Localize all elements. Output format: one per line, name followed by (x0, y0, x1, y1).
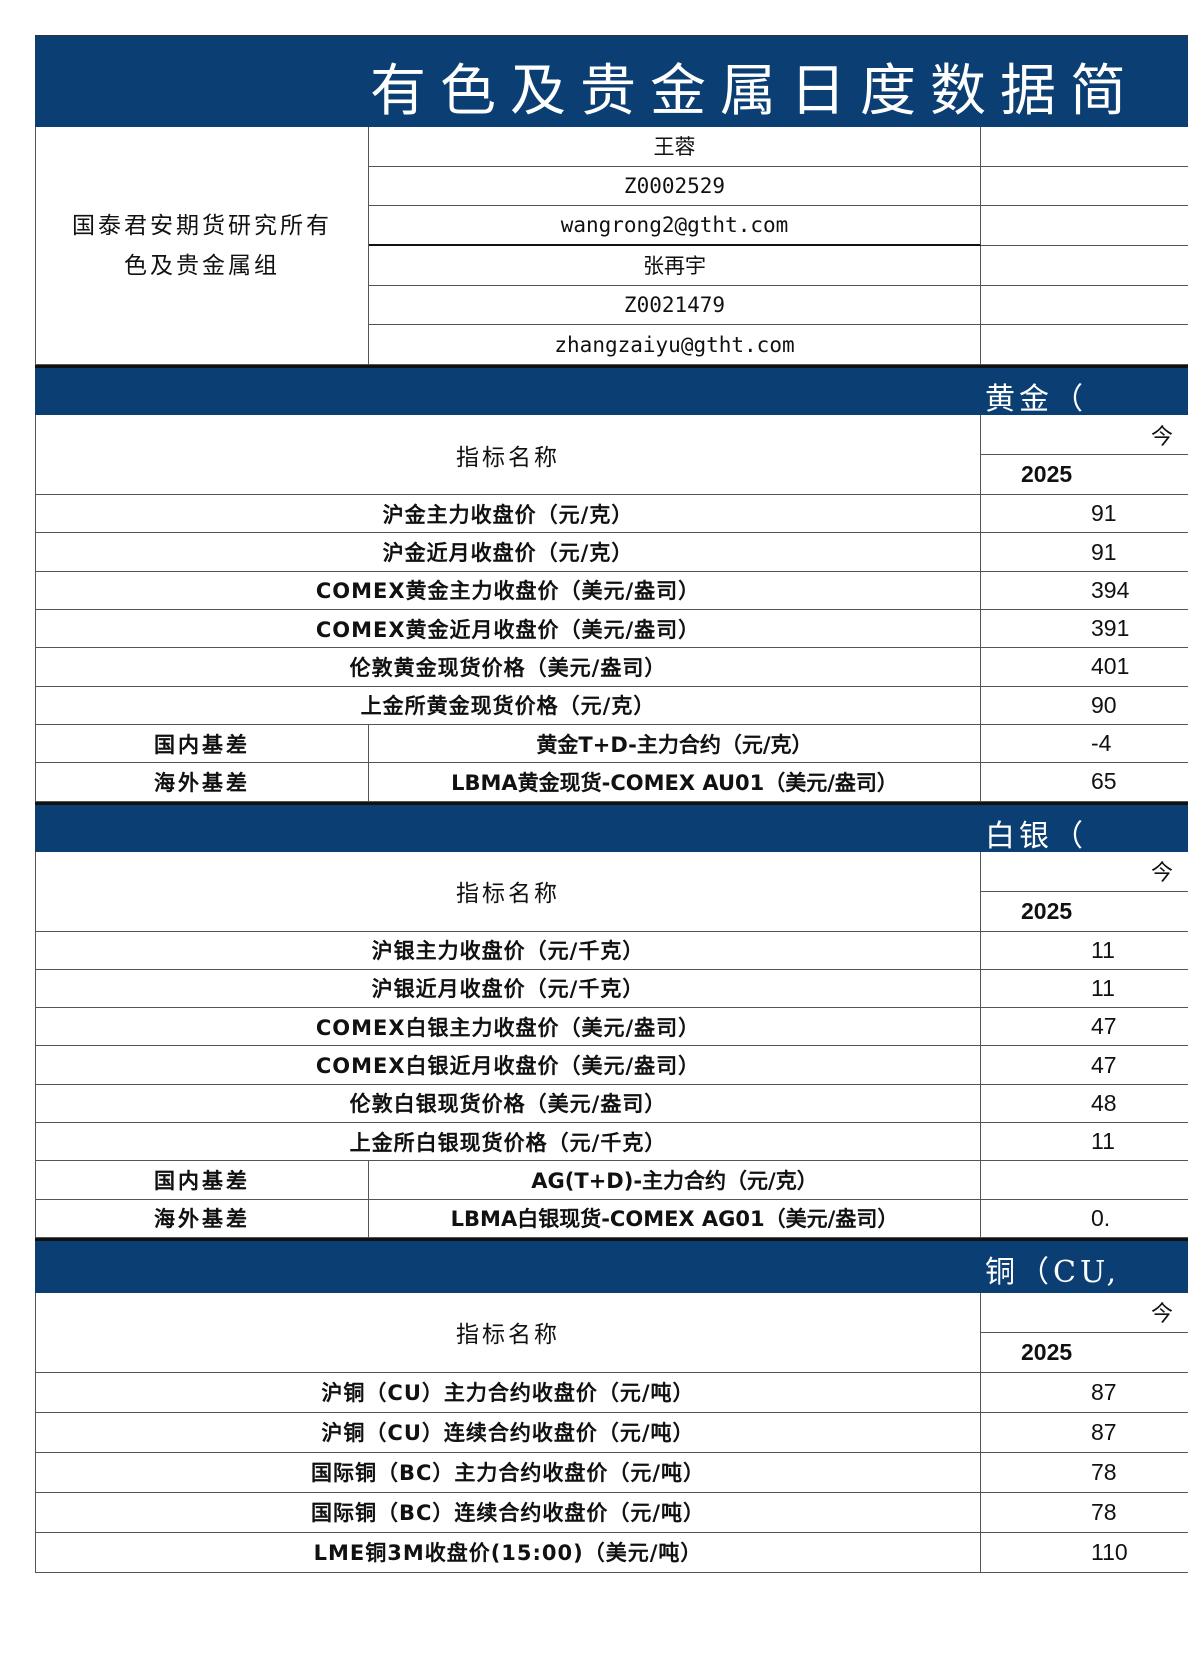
indicator-value: 11 (981, 1123, 1188, 1162)
date-header: 2025 (981, 892, 1188, 932)
indicator-value: 87 (981, 1373, 1188, 1413)
copper-header: 指标名称 今 2025 (35, 1292, 1188, 1373)
org-line-2: 色及贵金属组 (124, 252, 280, 279)
indicator-label: 上金所黄金现货价格（元/克） (36, 686, 981, 725)
org-name: 国泰君安期货研究所有 色及贵金属组 (36, 127, 369, 366)
indicator-label: LME铜3M收盘价(15:00)（美元/吨） (36, 1532, 981, 1573)
basis-group: 海外基差 (36, 763, 369, 802)
indicator-label: 沪银近月收盘价（元/千克） (36, 969, 981, 1009)
indicator-value: 87 (981, 1413, 1188, 1453)
indicator-value: 394 (981, 572, 1188, 611)
indicator-value: 391 (981, 610, 1188, 649)
indicator-label: 沪银主力收盘价（元/千克） (36, 931, 981, 970)
indicator-label: 上金所白银现货价格（元/千克） (36, 1122, 981, 1162)
indicator-label: COMEX白银主力收盘价（美元/盎司） (36, 1008, 981, 1047)
indicator-value: 78 (981, 1493, 1188, 1533)
indicator-label: 国际铜（BC）连续合约收盘价（元/吨） (36, 1492, 981, 1533)
indicator-label: COMEX黄金主力收盘价（美元/盎司） (36, 571, 981, 611)
indicator-value: 11 (981, 932, 1188, 970)
indicator-label: 沪铜（CU）连续合约收盘价（元/吨） (36, 1412, 981, 1453)
report-title-bar: 有色及贵金属日度数据简 (35, 35, 1188, 127)
analyst-email[interactable]: wangrong2@gtht.com (369, 206, 981, 247)
indicator-label: AG(T+D)-主力合约（元/克） (369, 1161, 981, 1200)
today-header: 今 (981, 415, 1188, 456)
gold-header: 指标名称 今 2025 (35, 415, 1188, 496)
indicator-label: 沪金主力收盘价（元/克） (36, 495, 981, 534)
indicator-value: 0. (981, 1200, 1188, 1238)
report-sheet: 有色及贵金属日度数据简 国泰君安期货研究所有 色及贵金属组 王蓉 Z000252… (35, 35, 1188, 1573)
indicator-name-header: 指标名称 (36, 415, 981, 496)
org-line-1: 国泰君安期货研究所有 (72, 212, 332, 239)
info-blank (981, 206, 1188, 247)
date-header: 2025 (981, 455, 1188, 496)
copper-table: 沪铜（CU）主力合约收盘价（元/吨） 87 沪铜（CU）连续合约收盘价（元/吨） 87… (35, 1372, 1188, 1573)
info-blank (981, 286, 1188, 326)
indicator-label: 黄金T+D-主力合约（元/克） (369, 724, 981, 764)
analyst-info-table: 国泰君安期货研究所有 色及贵金属组 王蓉 Z0002529 wangrong2@… (35, 127, 1188, 366)
info-blank (981, 246, 1188, 286)
basis-group: 海外基差 (36, 1199, 369, 1238)
today-header: 今 (981, 852, 1188, 892)
indicator-label: 沪铜（CU）主力合约收盘价（元/吨） (36, 1372, 981, 1413)
indicator-value: 47 (981, 1046, 1188, 1085)
today-header: 今 (981, 1293, 1188, 1333)
indicator-value: 11 (981, 970, 1188, 1009)
silver-table: 沪银主力收盘价（元/千克） 11 沪银近月收盘价（元/千克） 11 COMEX白银主力收… (35, 931, 1188, 1238)
indicator-value: 91 (981, 533, 1188, 572)
analyst-email[interactable]: zhangzaiyu@gtht.com (369, 325, 981, 366)
indicator-label: 沪金近月收盘价（元/克） (36, 533, 981, 572)
silver-section-bar: 白银（ (35, 801, 1188, 854)
copper-section-bar: 铜（CU, (35, 1237, 1188, 1293)
gold-section-bar: 黄金（ (35, 365, 1188, 418)
indicator-name-header: 指标名称 (36, 1292, 981, 1373)
indicator-value: 91 (981, 495, 1188, 534)
info-blank (981, 167, 1188, 207)
indicator-label: COMEX黄金近月收盘价（美元/盎司） (36, 610, 981, 649)
report-title: 有色及贵金属日度数据简 (370, 59, 1140, 124)
indicator-label: LBMA白银现货-COMEX AG01（美元/盎司） (369, 1199, 981, 1238)
indicator-value (981, 1161, 1188, 1200)
info-blank (981, 325, 1188, 366)
analyst-id: Z0021479 (369, 285, 981, 326)
basis-group: 国内基差 (36, 1161, 369, 1200)
section-title: 白银（ (985, 818, 1087, 854)
indicator-value: 90 (981, 687, 1188, 725)
info-blank (981, 127, 1188, 167)
analyst-id: Z0002529 (369, 166, 981, 207)
indicator-value: 65 (981, 763, 1188, 802)
indicator-value: 48 (981, 1085, 1188, 1123)
indicator-label: LBMA黄金现货-COMEX AU01（美元/盎司） (369, 763, 981, 802)
date-header: 2025 (981, 1333, 1188, 1373)
analyst-name: 王蓉 (369, 127, 981, 167)
indicator-value: 78 (981, 1453, 1188, 1493)
indicator-value: -4 (981, 725, 1188, 764)
basis-group: 国内基差 (36, 724, 369, 764)
indicator-label: COMEX白银近月收盘价（美元/盎司） (36, 1046, 981, 1085)
metal-sections: 黄金（ 指标名称 今 2025 沪金主力收盘价（元/克） 91 沪金近月收盘价（元/… (35, 365, 1188, 1573)
indicator-value: 47 (981, 1008, 1188, 1047)
silver-header: 指标名称 今 2025 (35, 851, 1188, 932)
indicator-label: 伦敦白银现货价格（美元/盎司） (36, 1084, 981, 1123)
indicator-label: 伦敦黄金现货价格（美元/盎司） (36, 648, 981, 687)
indicator-value: 110 (981, 1533, 1188, 1573)
section-title: 黄金（ (985, 382, 1087, 418)
section-title: 铜（CU, (985, 1254, 1121, 1290)
indicator-value: 401 (981, 648, 1188, 687)
indicator-name-header: 指标名称 (36, 851, 981, 932)
indicator-label: 国际铜（BC）主力合约收盘价（元/吨） (36, 1452, 981, 1493)
gold-table: 沪金主力收盘价（元/克） 91 沪金近月收盘价（元/克） 91 COMEX黄金主力收盘价… (35, 495, 1188, 802)
analyst-name: 张再宇 (369, 246, 981, 286)
